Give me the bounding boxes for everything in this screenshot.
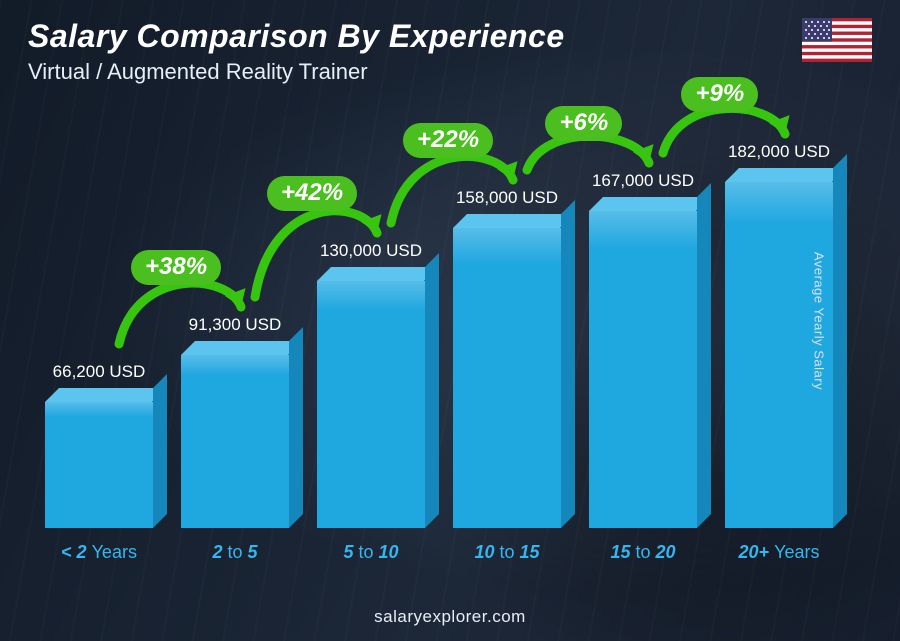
bar-front [589,211,696,528]
bar-front [317,281,424,528]
bar-chart: 66,200 USD < 2 Years 91,300 USD 2 to 5 130,0… [38,123,840,563]
bar-side-face [697,183,711,528]
footer-attribution: salaryexplorer.com [0,607,900,627]
bar-value-label: 91,300 USD [149,315,321,335]
us-flag-icon [802,18,872,62]
bar-slot: 91,300 USD 2 to 5 [174,355,296,563]
bar-side-face [153,374,167,528]
percent-increase-badge: +6% [545,106,622,141]
bar-side-face [833,154,847,528]
bar-slot: 167,000 USD 15 to 20 [582,211,704,563]
y-axis-label: Average Yearly Salary [811,251,826,389]
bar-value-label: 167,000 USD [557,171,729,191]
header: Salary Comparison By Experience Virtual … [28,18,872,85]
bar-side-face [289,327,303,528]
bar-slot: 130,000 USD 5 to 10 [310,281,432,563]
bar-category-label: 2 to 5 [212,542,257,563]
bar-slot: 66,200 USD < 2 Years [38,402,160,563]
bar: 158,000 USD [453,228,560,528]
bar-top-face [317,267,438,281]
bars-container: 66,200 USD < 2 Years 91,300 USD 2 to 5 130,0… [38,123,840,563]
bar-side-face [561,200,575,528]
bar-top-face [181,341,302,355]
bar-value-label: 66,200 USD [13,362,185,382]
bar-category-label: 20+ Years [739,542,820,563]
percent-increase-badge: +38% [131,250,221,285]
bar-top-face [589,197,710,211]
bar-value-label: 130,000 USD [285,241,457,261]
bar-category-label: 15 to 20 [610,542,675,563]
bar-category-label: 5 to 10 [343,542,398,563]
percent-increase-badge: +42% [267,176,357,211]
bar-top-face [725,168,846,182]
bar: 167,000 USD [589,211,696,528]
bar: 91,300 USD [181,355,288,528]
bar-top-face [453,214,574,228]
bar: 66,200 USD [45,402,152,528]
bar-category-label: 10 to 15 [474,542,539,563]
page-title: Salary Comparison By Experience [28,18,872,55]
bar-category-label: < 2 Years [61,542,137,563]
bar-front [181,355,288,528]
bar-value-label: 158,000 USD [421,188,593,208]
bar-front [453,228,560,528]
bar-value-label: 182,000 USD [693,142,865,162]
bar-front [45,402,152,528]
bar-side-face [425,253,439,528]
percent-increase-badge: +22% [403,123,493,158]
percent-increase-badge: +9% [681,77,758,112]
bar-slot: 158,000 USD 10 to 15 [446,228,568,563]
bar: 130,000 USD [317,281,424,528]
bar-top-face [45,388,166,402]
